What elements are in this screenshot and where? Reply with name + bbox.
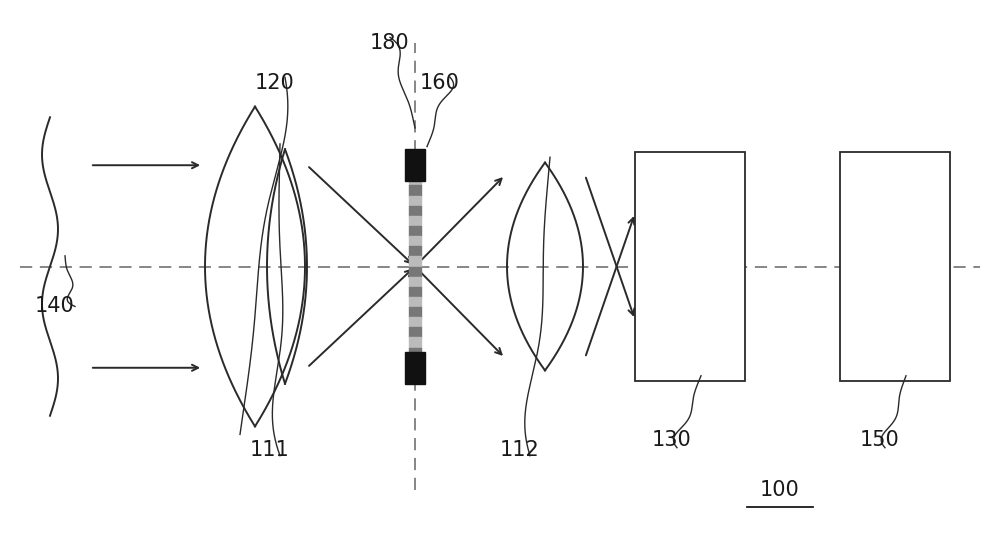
Text: 111: 111 <box>250 440 290 461</box>
Polygon shape <box>405 352 425 384</box>
Bar <box>635 152 745 381</box>
Polygon shape <box>405 149 425 181</box>
Text: 140: 140 <box>35 296 75 317</box>
Text: 112: 112 <box>500 440 540 461</box>
Text: 130: 130 <box>652 430 692 450</box>
Bar <box>840 152 950 381</box>
Text: 120: 120 <box>255 72 295 93</box>
Text: 160: 160 <box>420 72 460 93</box>
Text: 180: 180 <box>370 33 410 53</box>
Text: 150: 150 <box>860 430 900 450</box>
Text: 100: 100 <box>760 480 800 500</box>
